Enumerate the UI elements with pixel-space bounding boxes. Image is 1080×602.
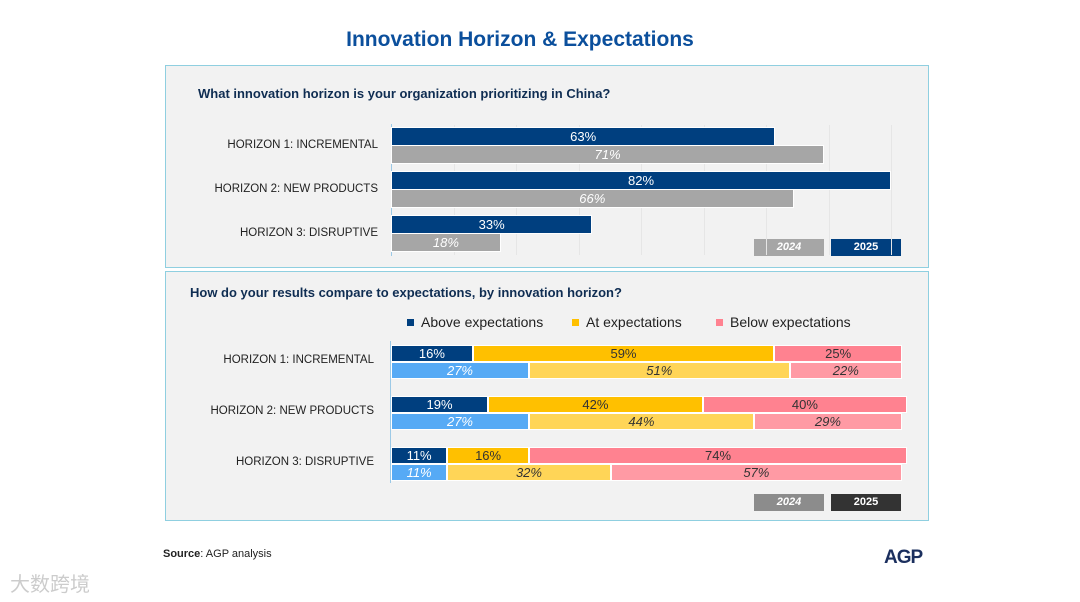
chart-2-title: How do your results compare to expectati…: [190, 285, 622, 300]
segment-above-2025: 11%: [391, 447, 448, 464]
chart-1-title: What innovation horizon is your organiza…: [198, 86, 611, 101]
category-label: HORIZON 2: NEW PRODUCTS: [210, 405, 374, 417]
chart-1-panel: [165, 65, 929, 268]
segment-above-2024: 27%: [391, 413, 529, 430]
legend-at: At expectations: [572, 314, 682, 330]
source-note: Source: AGP analysis: [163, 548, 272, 560]
legend-2025: 2025: [831, 494, 901, 511]
segment-at-2024: 44%: [528, 413, 754, 430]
bar-2025: 33%: [391, 215, 593, 234]
category-label: HORIZON 1: INCREMENTAL: [227, 139, 378, 151]
segment-at-2025: 42%: [488, 396, 703, 413]
legend-swatch-at: [572, 318, 579, 326]
watermark: 大数跨境: [10, 574, 90, 596]
segment-below-2024: 22%: [789, 362, 902, 379]
source-label: Source: [163, 548, 201, 560]
segment-below-2024: 57%: [610, 464, 902, 481]
gridline: [828, 125, 830, 255]
segment-at-2024: 32%: [447, 464, 611, 481]
legend-2024: 2024: [754, 239, 824, 256]
bar-2024: 18%: [391, 233, 501, 252]
category-label: HORIZON 3: DISRUPTIVE: [239, 227, 378, 239]
legend-2025: 2025: [831, 239, 901, 256]
agp-logo: AGP: [884, 547, 923, 568]
legend-below: Below expectations: [716, 314, 851, 330]
bar-2025: 82%: [391, 171, 891, 190]
legend-label: At expectations: [586, 314, 682, 330]
segment-below-2024: 29%: [753, 413, 902, 430]
bar-2025: 63%: [391, 127, 776, 146]
segment-below-2025: 25%: [774, 345, 902, 362]
category-label: HORIZON 3: DISRUPTIVE: [235, 456, 374, 468]
legend-label: Above expectations: [421, 314, 544, 330]
segment-at-2024: 51%: [528, 362, 790, 379]
segment-at-2025: 59%: [472, 345, 775, 362]
segment-above-2024: 27%: [391, 362, 529, 379]
segment-below-2025: 40%: [702, 396, 908, 413]
bar-2024: 71%: [391, 145, 825, 164]
segment-below-2025: 74%: [528, 447, 908, 464]
legend-2024: 2024: [754, 494, 824, 511]
segment-above-2024: 11%: [391, 464, 448, 481]
segment-above-2025: 16%: [391, 345, 473, 362]
legend-swatch-below: [716, 318, 723, 326]
page-title: Innovation Horizon & Expectations: [346, 28, 694, 51]
source-text: : AGP analysis: [200, 548, 272, 560]
category-label: HORIZON 2: NEW PRODUCTS: [214, 183, 378, 195]
segment-above-2025: 19%: [391, 396, 489, 413]
legend-label: Below expectations: [730, 314, 851, 330]
legend-swatch-above: [407, 318, 414, 326]
legend-above: Above expectations: [407, 314, 543, 330]
gridline: [891, 125, 892, 255]
y-axis: [390, 341, 391, 483]
category-label: HORIZON 1: INCREMENTAL: [223, 354, 374, 366]
segment-at-2025: 16%: [447, 447, 529, 464]
bar-2024: 66%: [391, 189, 794, 208]
